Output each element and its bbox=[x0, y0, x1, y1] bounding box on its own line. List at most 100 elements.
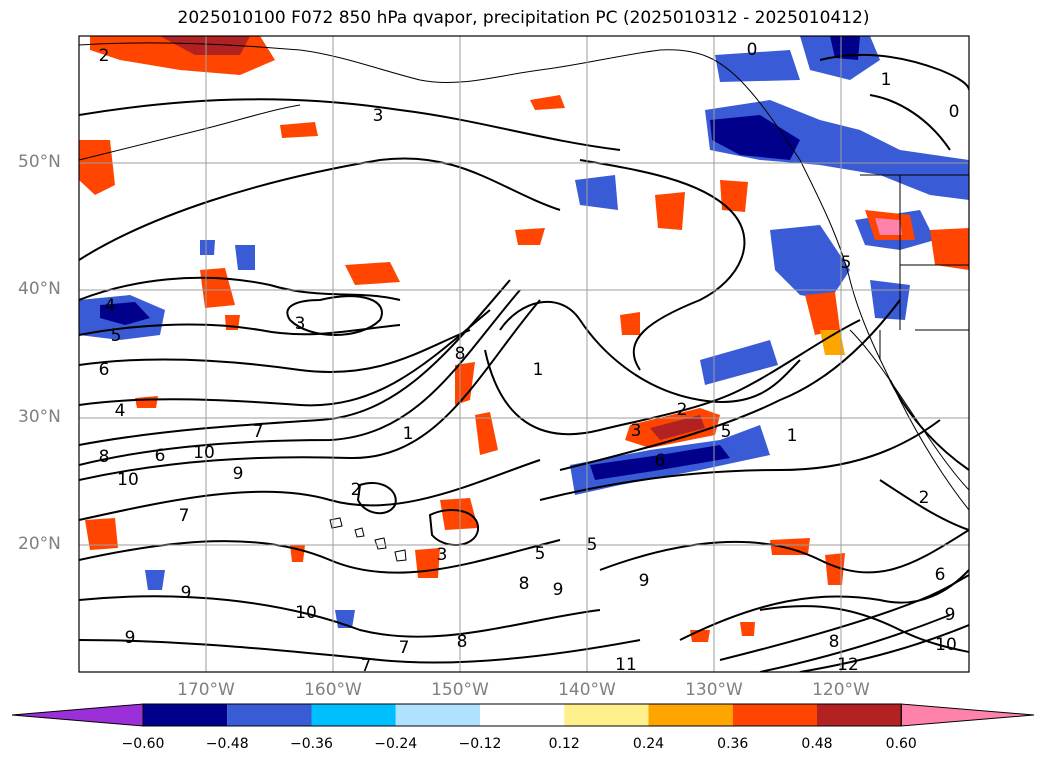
contour-line bbox=[79, 329, 471, 373]
colorbar bbox=[11, 703, 1035, 727]
contour-label: 0 bbox=[949, 102, 960, 122]
contour-label: 3 bbox=[631, 421, 642, 441]
lat-label-40n: 40°N bbox=[18, 279, 61, 299]
contour-line bbox=[889, 379, 969, 471]
contour-label: 8 bbox=[455, 344, 466, 364]
precip-patch bbox=[700, 340, 778, 385]
state-borders bbox=[860, 174, 969, 360]
precip-patch bbox=[475, 412, 498, 455]
lat-label-30n: 30°N bbox=[18, 407, 61, 427]
precip-patch bbox=[590, 445, 730, 480]
coastline-na-west bbox=[799, 159, 969, 511]
contour-label: 5 bbox=[587, 535, 598, 555]
contour-label: 9 bbox=[553, 580, 564, 600]
contour-label: 1 bbox=[533, 360, 544, 380]
contour-line bbox=[484, 319, 861, 436]
contour-label: 5 bbox=[535, 544, 546, 564]
contour-label: 1 bbox=[787, 426, 798, 446]
contour-line bbox=[759, 605, 969, 653]
colorbar-cell bbox=[732, 704, 817, 726]
contour-line bbox=[79, 289, 521, 466]
colorbar-cells bbox=[11, 703, 1035, 727]
colorbar-tick-label: 0.48 bbox=[801, 736, 833, 752]
contour-line bbox=[79, 309, 491, 407]
precip-patch bbox=[440, 498, 478, 530]
graticule bbox=[79, 36, 969, 672]
contour-label: 6 bbox=[155, 446, 166, 466]
contour-label: 9 bbox=[945, 605, 956, 625]
lon-label-120w: 120°W bbox=[812, 680, 870, 700]
precip-patch bbox=[530, 95, 565, 110]
contour-label: 5 bbox=[111, 326, 122, 346]
contour-line bbox=[428, 509, 480, 547]
contour-label: 12 bbox=[837, 655, 859, 675]
qvapor-contours bbox=[79, 53, 969, 672]
contour-line bbox=[79, 276, 401, 301]
precip-patch bbox=[85, 518, 118, 550]
contour-line bbox=[79, 323, 401, 336]
colorbar-cell bbox=[564, 704, 649, 726]
contour-label: 6 bbox=[99, 360, 110, 380]
map-frame bbox=[78, 35, 970, 673]
contour-label: 8 bbox=[457, 632, 468, 652]
precip-patch bbox=[135, 396, 158, 408]
precip-patch bbox=[100, 302, 150, 325]
colorbar-cell bbox=[480, 704, 565, 726]
precip-patch bbox=[280, 122, 318, 138]
contour-line bbox=[79, 639, 641, 664]
lon-label-150w: 150°W bbox=[431, 680, 489, 700]
contour-line bbox=[79, 98, 621, 151]
colorbar-extend-high bbox=[900, 703, 1035, 727]
contour-line bbox=[356, 482, 397, 515]
contour-label: 6 bbox=[935, 565, 946, 585]
contour-line bbox=[719, 574, 969, 661]
contour-label: 9 bbox=[639, 571, 650, 591]
precip-patch bbox=[345, 262, 400, 285]
contour-line bbox=[679, 569, 969, 641]
contour-label: 7 bbox=[399, 638, 410, 658]
colorbar-outline bbox=[142, 703, 902, 727]
contour-line bbox=[499, 301, 801, 403]
precip-patch bbox=[875, 218, 902, 235]
precip-patch bbox=[160, 36, 250, 55]
contour-label: 9 bbox=[181, 583, 192, 603]
precip-patch bbox=[805, 292, 840, 335]
contour-label: 10 bbox=[193, 443, 215, 463]
lat-label-20n: 20°N bbox=[18, 534, 61, 554]
coastlines bbox=[79, 42, 969, 562]
precip-patches bbox=[79, 36, 969, 642]
contour-label: 2 bbox=[919, 488, 930, 508]
map-title: 2025010100 F072 850 hPa qvapor, precipit… bbox=[177, 8, 870, 28]
precip-patch bbox=[740, 622, 755, 636]
contour-line bbox=[579, 159, 746, 371]
coastline-baja bbox=[849, 329, 969, 491]
contour-line bbox=[79, 279, 511, 446]
precip-patch bbox=[825, 553, 845, 585]
colorbar-tick-label: −0.24 bbox=[374, 736, 418, 752]
precip-patch bbox=[820, 330, 845, 355]
colorbar-cell bbox=[395, 704, 480, 726]
colorbar-cell bbox=[817, 704, 902, 726]
contour-line bbox=[286, 295, 383, 336]
contour-label: 4 bbox=[115, 401, 126, 421]
colorbar-tick-label: 0.36 bbox=[717, 736, 749, 752]
colorbar-cell bbox=[227, 704, 312, 726]
contour-line bbox=[79, 299, 541, 481]
contour-label: 8 bbox=[99, 447, 110, 467]
colorbar-tick-label: −0.48 bbox=[205, 736, 249, 752]
contour-label: 9 bbox=[233, 464, 244, 484]
coastline-hawaii bbox=[329, 517, 407, 562]
contour-label: 7 bbox=[253, 422, 264, 442]
contour-line bbox=[79, 595, 601, 638]
contour-label: 5 bbox=[841, 253, 852, 273]
contour-label: 1 bbox=[403, 424, 414, 444]
contour-line bbox=[599, 529, 969, 574]
contour-label: 9 bbox=[125, 628, 136, 648]
lon-label-170w: 170°W bbox=[177, 680, 235, 700]
contour-label: 8 bbox=[519, 574, 530, 594]
contour-label: 7 bbox=[361, 656, 372, 676]
contour-label: 10 bbox=[295, 603, 317, 623]
colorbar-tick-label: −0.36 bbox=[290, 736, 333, 752]
precip-patch bbox=[770, 225, 850, 300]
lon-label-140w: 140°W bbox=[558, 680, 616, 700]
